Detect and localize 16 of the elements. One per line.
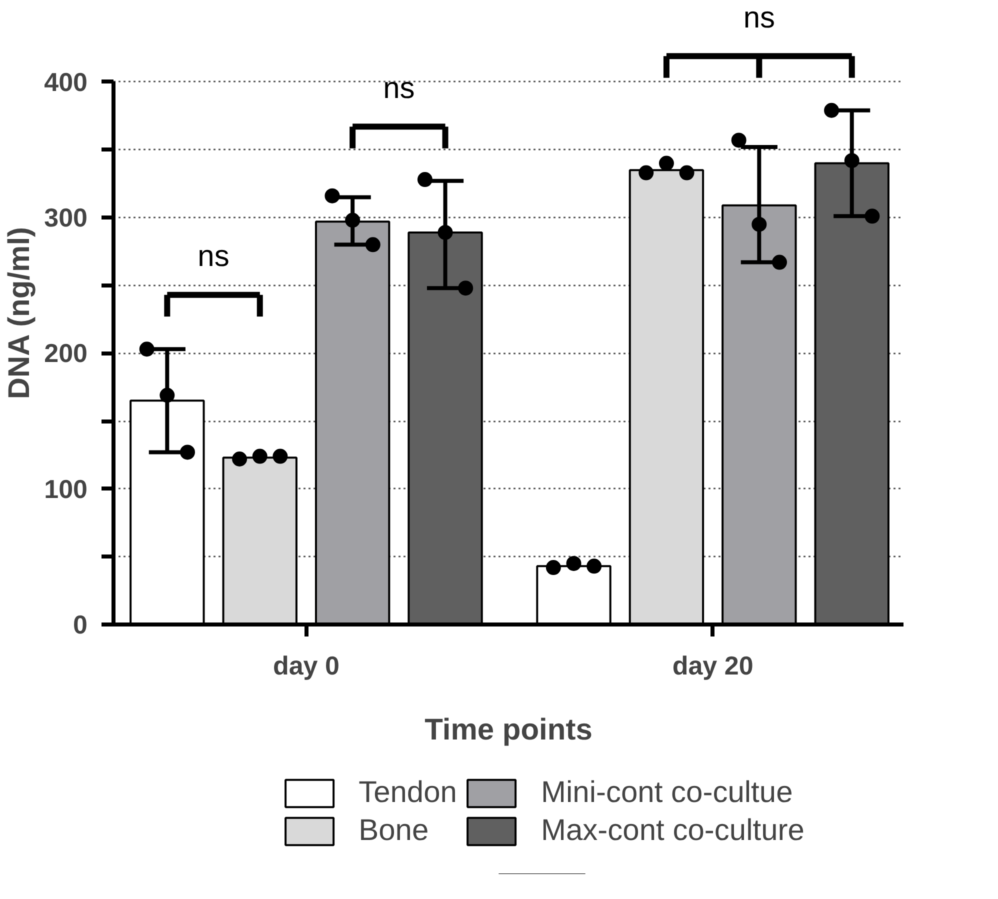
legend-label: Max-cont co-culture [541,814,804,848]
x-axis-title: Time points [424,714,592,746]
y-tick-label: 300 [44,202,88,233]
y-tick-label: 0 [73,610,88,640]
y-tick-label: 200 [44,338,88,368]
legend-label: Mini-cont co-cultue [541,776,793,810]
annotation: ns [383,72,415,105]
annotation: ns [198,240,230,274]
text: ns [743,1,776,34]
y-tick-label: 400 [44,66,88,97]
y-axis-title: DNA (ng/ml) [3,226,36,400]
legend-label: Tendon [358,776,457,810]
x-tick-label: day 0 [272,650,340,680]
legend-label: Bone [358,814,429,848]
x-tick-label: day 20 [672,650,754,680]
y-tick-label: 100 [44,474,88,504]
